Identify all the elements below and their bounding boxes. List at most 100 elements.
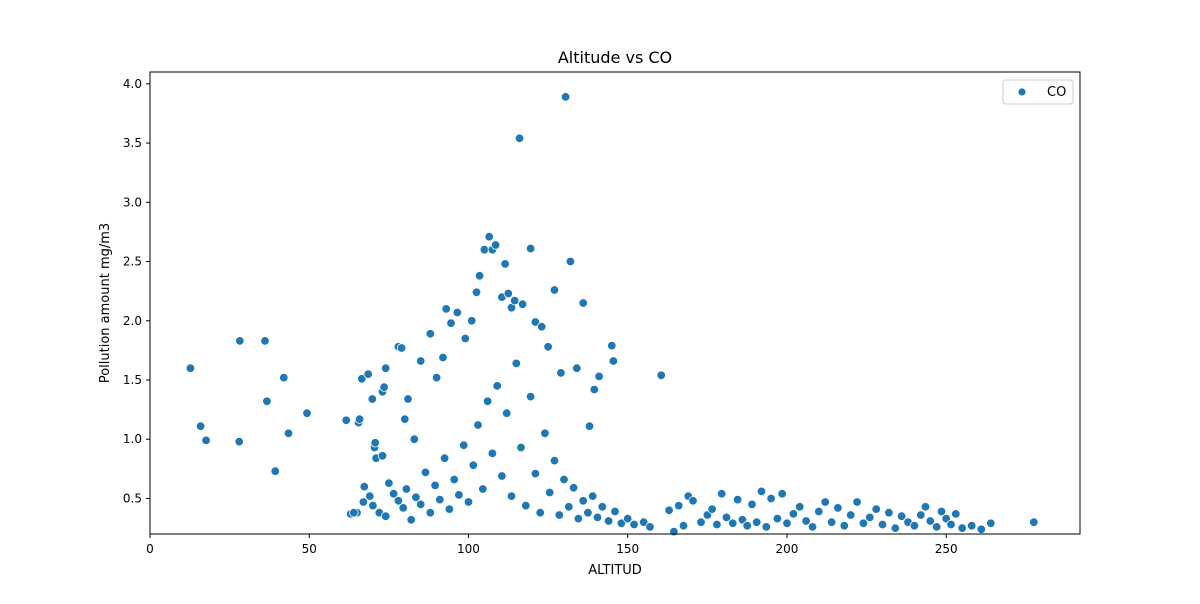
data-point — [400, 414, 410, 424]
data-point — [932, 522, 942, 532]
data-point — [398, 503, 408, 513]
data-point — [814, 506, 824, 517]
data-point — [468, 460, 479, 471]
data-point — [896, 511, 907, 521]
data-point — [545, 487, 555, 498]
data-point — [370, 438, 380, 448]
data-point — [478, 484, 488, 494]
data-point — [195, 421, 206, 431]
data-point — [302, 408, 312, 418]
data-point — [411, 492, 421, 503]
data-point — [439, 453, 450, 463]
data-point — [510, 295, 520, 306]
data-point — [401, 484, 412, 494]
data-point — [909, 521, 920, 531]
data-point — [916, 510, 926, 520]
data-point — [858, 518, 869, 529]
data-point — [826, 517, 837, 527]
data-point — [502, 408, 512, 418]
data-point — [430, 480, 440, 491]
data-point — [283, 428, 294, 439]
data-point — [669, 526, 679, 537]
data-point — [367, 394, 378, 404]
data-point — [525, 391, 536, 402]
data-point — [696, 517, 706, 527]
data-point — [365, 491, 375, 501]
data-point — [801, 516, 811, 526]
data-point — [441, 304, 451, 314]
data-point — [279, 372, 289, 383]
legend: CO — [1002, 79, 1074, 105]
data-point — [516, 442, 526, 453]
data-point — [377, 451, 388, 461]
x-tick-label: 100 — [457, 542, 480, 556]
data-point — [936, 506, 947, 517]
data-point — [747, 499, 757, 510]
data-point — [712, 519, 722, 530]
y-tick-label: 1.5 — [123, 373, 142, 387]
data-point — [262, 396, 272, 407]
data-point — [479, 244, 490, 255]
data-point — [452, 307, 463, 318]
data-point — [503, 288, 514, 299]
data-point — [438, 352, 448, 363]
data-point — [497, 471, 507, 481]
data-point — [381, 363, 391, 373]
data-point — [354, 414, 365, 424]
data-point — [986, 518, 996, 529]
legend-label: CO — [1047, 85, 1066, 100]
data-point — [379, 382, 389, 392]
y-tick-label: 3.5 — [123, 136, 142, 150]
data-point — [492, 381, 502, 391]
data-point — [578, 298, 588, 308]
data-point — [820, 497, 830, 507]
data-point — [565, 256, 576, 267]
data-point — [782, 518, 792, 529]
data-point — [530, 468, 541, 479]
data-point — [728, 518, 738, 529]
data-point — [549, 455, 560, 466]
data-point — [535, 508, 545, 518]
x-tick-label: 150 — [616, 542, 639, 556]
data-point — [645, 522, 655, 532]
data-point — [871, 504, 881, 514]
data-point — [270, 466, 280, 476]
data-point — [572, 363, 582, 373]
data-point — [517, 299, 528, 309]
data-point — [484, 231, 494, 242]
data-point — [951, 509, 961, 519]
data-point — [559, 474, 569, 485]
data-point — [358, 497, 369, 507]
data-point — [446, 318, 456, 328]
data-point — [629, 519, 639, 530]
data-point — [368, 500, 378, 511]
data-point — [865, 512, 875, 523]
data-point — [603, 516, 614, 526]
data-point — [583, 508, 593, 518]
data-point — [674, 500, 684, 511]
data-point — [884, 508, 894, 518]
data-point — [363, 369, 373, 379]
chart-title: Altitude vs CO — [558, 48, 672, 67]
data-point — [471, 287, 482, 298]
data-point — [1029, 517, 1039, 527]
data-point — [260, 336, 270, 346]
data-point — [506, 491, 517, 501]
data-point — [460, 333, 471, 344]
y-tick-label: 3.0 — [123, 195, 142, 209]
data-point — [578, 496, 588, 506]
data-point — [435, 494, 445, 505]
data-point — [721, 512, 732, 523]
data-point — [717, 489, 727, 499]
data-point — [610, 506, 620, 517]
data-point — [444, 504, 455, 514]
data-point — [772, 513, 783, 524]
points-layer — [185, 92, 1039, 537]
data-point — [920, 502, 931, 512]
data-point — [406, 515, 416, 525]
data-point — [349, 508, 359, 518]
data-point — [357, 374, 367, 384]
data-point — [416, 499, 426, 510]
